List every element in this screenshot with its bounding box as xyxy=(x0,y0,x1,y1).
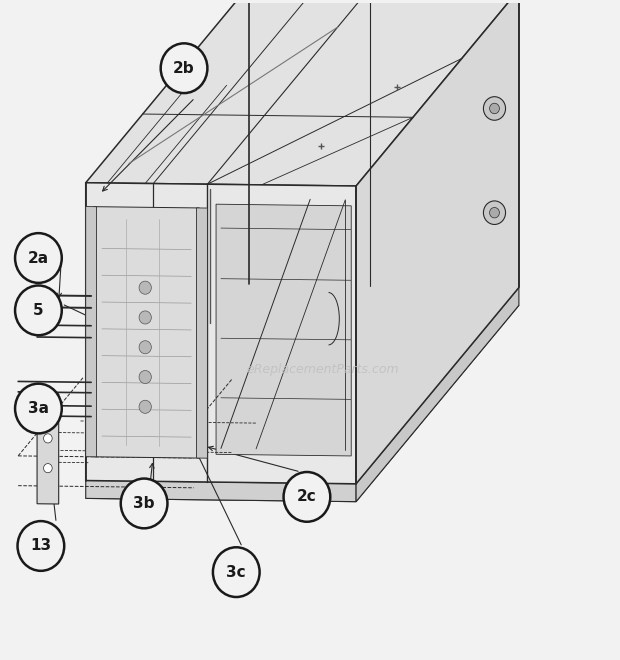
Text: 2b: 2b xyxy=(173,61,195,76)
Polygon shape xyxy=(37,420,59,504)
Text: eReplacementParts.com: eReplacementParts.com xyxy=(246,363,399,376)
Text: 13: 13 xyxy=(30,539,51,554)
Circle shape xyxy=(490,207,499,218)
Text: 3c: 3c xyxy=(226,565,246,579)
Circle shape xyxy=(15,286,62,335)
Circle shape xyxy=(139,400,151,413)
Polygon shape xyxy=(86,183,356,484)
Polygon shape xyxy=(356,288,519,502)
Circle shape xyxy=(15,383,62,434)
Polygon shape xyxy=(86,480,356,502)
Polygon shape xyxy=(86,207,97,457)
Circle shape xyxy=(490,103,499,114)
Circle shape xyxy=(139,341,151,354)
Text: 5: 5 xyxy=(33,303,44,318)
Polygon shape xyxy=(94,207,199,458)
Text: 2c: 2c xyxy=(297,489,317,504)
Circle shape xyxy=(139,311,151,324)
Polygon shape xyxy=(86,302,519,502)
Circle shape xyxy=(43,463,52,473)
Circle shape xyxy=(484,201,505,224)
Text: 3b: 3b xyxy=(133,496,155,511)
Circle shape xyxy=(43,434,52,443)
Circle shape xyxy=(121,478,167,528)
Text: 2a: 2a xyxy=(28,251,49,265)
Circle shape xyxy=(283,472,330,522)
Polygon shape xyxy=(197,208,207,458)
Circle shape xyxy=(161,44,207,93)
Polygon shape xyxy=(86,0,519,186)
Circle shape xyxy=(484,97,505,120)
Circle shape xyxy=(139,281,151,294)
Circle shape xyxy=(139,370,151,383)
Polygon shape xyxy=(356,0,519,484)
Text: 3a: 3a xyxy=(28,401,49,416)
Circle shape xyxy=(213,547,260,597)
Circle shape xyxy=(15,233,62,283)
Polygon shape xyxy=(216,204,351,456)
Circle shape xyxy=(17,521,64,571)
